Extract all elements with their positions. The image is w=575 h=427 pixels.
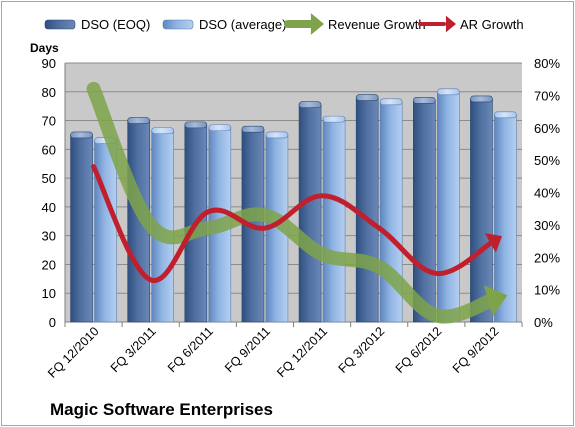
x-tick-label: FQ 12/2010: [45, 324, 102, 381]
y-tick-label: 20: [42, 257, 56, 272]
y-tick-label: 0: [49, 315, 56, 330]
bar-dso-eoq: [413, 100, 436, 323]
x-tick-label-group: FQ 12/2010: [45, 324, 102, 381]
line-ar-growth: [91, 164, 496, 283]
bar-dso-average: [94, 140, 117, 323]
bar-dso-eoq-cap: [298, 101, 322, 109]
x-tick-label: FQ 6/2012: [393, 324, 445, 376]
legend-swatch: [162, 19, 194, 30]
bar-dso-average-cap: [437, 88, 460, 96]
x-tick-label: FQ 9/2012: [450, 324, 502, 376]
x-tick-label: FQ 6/2011: [165, 324, 216, 375]
legend: DSO (EOQ) DSO (average) Revenue Growth AR G…: [44, 17, 524, 32]
y2-tick-label: 0%: [534, 315, 553, 330]
bar-dso-average: [437, 91, 460, 323]
legend-swatch-arrowhead: [310, 13, 324, 35]
bar-dso-eoq: [355, 97, 379, 323]
x-tick-label-group: FQ 6/2011: [165, 324, 216, 375]
y-tick-label: 50: [42, 171, 56, 186]
y-tick-label: 10: [42, 286, 56, 301]
company-name: Magic Software Enterprises: [50, 400, 273, 419]
y2-tick-label: 80%: [534, 56, 560, 71]
x-tick-label: FQ 12/2011: [274, 324, 330, 380]
x-tick-label-group: FQ 9/2012: [450, 324, 502, 376]
bar-dso-eoq-cap: [470, 95, 493, 103]
line-revenue-growth-arrowhead: [483, 285, 508, 317]
bar-dso-average: [494, 114, 517, 323]
legend-label: DSO (EOQ): [81, 17, 150, 32]
x-tick-label-group: FQ 3/2012: [336, 324, 388, 376]
x-tick-label-group: FQ 12/2011: [274, 324, 330, 380]
bar-dso-eoq: [298, 104, 322, 323]
bar-dso-eoq-cap: [127, 117, 150, 124]
bar-dso-average-cap: [322, 115, 346, 123]
y-tick-label: 70: [42, 114, 56, 129]
y2-tick-label: 70%: [534, 88, 560, 103]
bar-dso-average-cap: [379, 98, 403, 106]
y2-tick-label: 20%: [534, 250, 560, 265]
bar-dso-eoq-cap: [184, 121, 208, 129]
bar-dso-average-cap: [494, 111, 517, 119]
bar-dso-eoq-cap: [355, 94, 379, 101]
x-tick-label: FQ 9/2011: [222, 324, 273, 375]
bar-dso-eoq: [70, 134, 93, 323]
y2-tick-label: 30%: [534, 218, 560, 233]
x-tick-label: FQ 3/2012: [336, 324, 388, 376]
legend-swatch: [44, 19, 76, 30]
line-ar-growth-arrowhead: [484, 233, 503, 253]
y2-tick-label: 40%: [534, 186, 560, 201]
y-tick-label: 90: [42, 56, 56, 71]
x-tick-label-group: FQ 6/2012: [393, 324, 445, 376]
bar-dso-eoq-cap: [241, 125, 265, 133]
legend-swatch-arrowhead: [445, 15, 456, 33]
y-tick-label: 80: [42, 85, 56, 100]
bar-dso-eoq-cap: [70, 131, 93, 139]
y2-tick-label: 60%: [534, 121, 560, 136]
x-tick-label-group: FQ 3/2011: [108, 324, 159, 375]
x-tick-label: FQ 3/2011: [108, 324, 159, 375]
y-tick-label: 30: [42, 229, 56, 244]
legend-label: AR Growth: [460, 17, 524, 32]
y2-tick-label: 50%: [534, 153, 560, 168]
y-axis-title: Days: [30, 41, 59, 55]
bar-dso-average: [322, 118, 346, 323]
y-tick-label: 60: [42, 142, 56, 157]
bar-dso-eoq-cap: [413, 97, 436, 104]
y2-tick-label: 10%: [534, 283, 560, 298]
bar-dso-average-cap: [208, 124, 232, 132]
legend-label: Revenue Growth: [328, 17, 426, 32]
legend-label: DSO (average): [199, 17, 286, 32]
x-tick-label-group: FQ 9/2011: [222, 324, 273, 375]
bar-dso-average-cap: [265, 131, 289, 139]
bar-dso-average-cap: [151, 127, 174, 134]
y-tick-label: 40: [42, 200, 56, 215]
